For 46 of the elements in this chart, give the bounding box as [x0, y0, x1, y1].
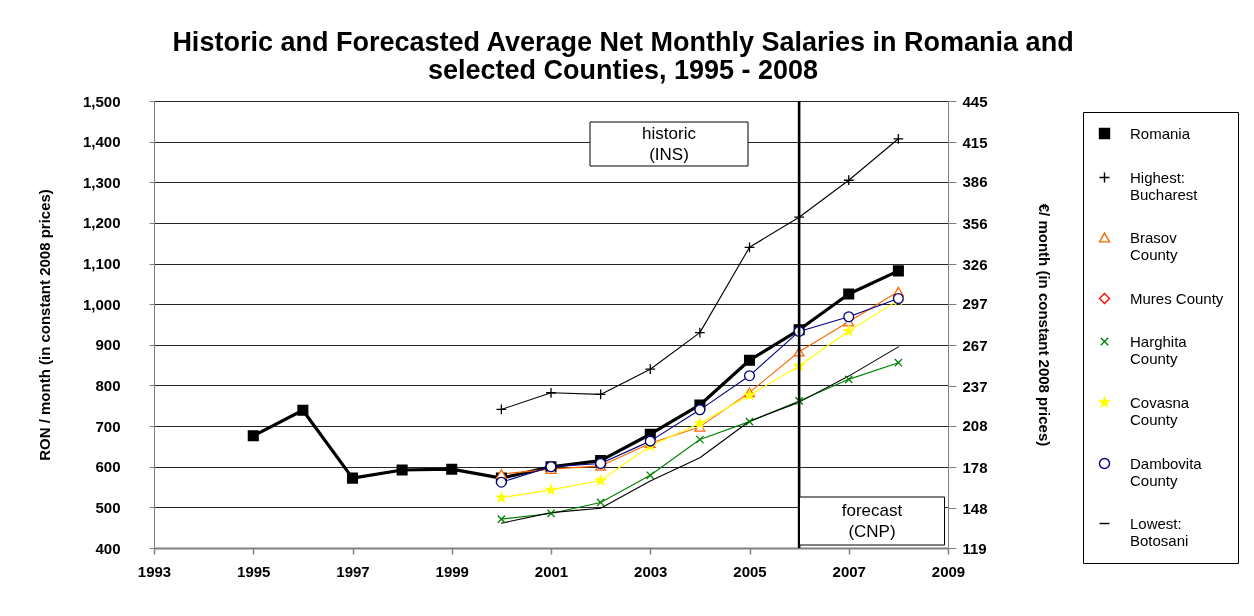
y-tick-label: 1,000: [82, 295, 121, 313]
x-tick-label: 2003: [634, 562, 668, 580]
y2-tick-label: 178: [962, 458, 988, 476]
y2-tick-label: 297: [962, 295, 988, 313]
y-axis-title: RON / month (in constant 2008 prices): [35, 189, 53, 461]
y2-tick-label: 356: [962, 214, 988, 232]
y2-tick-label: 119: [962, 539, 987, 557]
y2-tick-label: 415: [962, 133, 988, 151]
y-tick-label: 1,200: [82, 214, 121, 232]
legend-label: Romania: [1130, 124, 1191, 142]
y-tick-label: 1,100: [82, 255, 121, 273]
y-tick-label: 600: [95, 458, 121, 476]
y2-tick-label: 386: [962, 173, 988, 191]
y-tick-label: 1,500: [82, 92, 121, 110]
x-tick-label: 1997: [336, 562, 370, 580]
legend-label: Mures County: [1130, 289, 1224, 307]
chart-title: Historic and Forecasted Average Net Monthly Salaries in Romania and selected Counties, 1995 - 2008: [172, 27, 1074, 85]
y-tick-label: 400: [95, 539, 121, 557]
legend-label: Covasna County: [1130, 393, 1190, 428]
y2-tick-label: 445: [962, 92, 988, 110]
y2-tick-label: 148: [962, 499, 988, 517]
legend-label: Brasov County: [1130, 228, 1179, 263]
legend-label: Dambovita County: [1130, 454, 1203, 489]
legend-label: Highest: Bucharest: [1130, 168, 1199, 203]
y-tick-label: 1,400: [82, 133, 121, 151]
annotation: forecast (CNP): [841, 500, 903, 541]
x-tick-label: 2001: [534, 562, 569, 580]
legend-label: Lowest: Botosani: [1130, 514, 1189, 549]
annotation: historic (INS): [642, 123, 697, 164]
x-tick-label: 1995: [237, 562, 271, 580]
y2-tick-label: 267: [962, 336, 988, 354]
y-tick-label: 900: [95, 336, 121, 354]
x-tick-label: 1999: [435, 562, 469, 580]
x-tick-label: 2007: [832, 562, 866, 580]
y-tick-label: 700: [95, 417, 121, 435]
legend-label: Harghita County: [1130, 332, 1188, 367]
x-tick-label: 1993: [137, 562, 172, 580]
x-tick-label: 2009: [931, 562, 966, 580]
y-tick-label: 500: [95, 498, 121, 516]
y2-tick-label: 208: [962, 417, 988, 435]
y2-tick-label: 326: [962, 255, 988, 273]
y2-axis-title: €/ month (in constant 2008 prices): [1035, 203, 1053, 447]
y-tick-label: 1,300: [82, 173, 121, 191]
x-tick-label: 2005: [733, 562, 767, 580]
y-tick-label: 800: [95, 376, 121, 394]
y2-tick-label: 237: [962, 377, 988, 395]
